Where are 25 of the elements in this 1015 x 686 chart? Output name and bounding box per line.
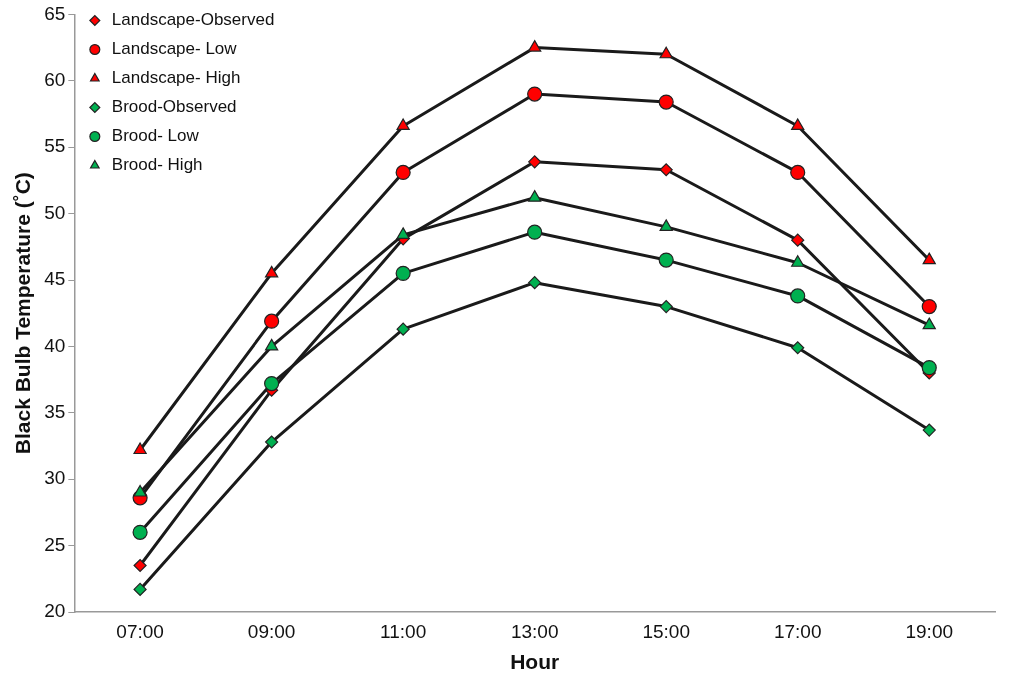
legend-label: Landscape- High (111, 68, 241, 88)
y-tick-label: 65 (44, 2, 66, 24)
legend-label: Brood- High (111, 155, 203, 175)
y-axis-title: Black Bulb Temperature (˚C) (11, 172, 35, 455)
x-tick-label: 13:00 (510, 620, 559, 642)
y-tick-label: 55 (44, 135, 66, 157)
legend-label: Brood-Observed (111, 97, 237, 117)
y-tick-label: 50 (44, 201, 66, 223)
x-tick-label: 11:00 (380, 620, 427, 642)
legend-label: Landscape- Low (111, 39, 238, 59)
y-tick-label: 20 (44, 600, 66, 622)
x-tick-label: 07:00 (116, 620, 164, 642)
legend-label: Brood- Low (111, 126, 200, 146)
y-tick-label: 35 (44, 401, 66, 423)
x-axis-title: Hour (510, 650, 560, 674)
y-tick-label: 60 (44, 69, 66, 91)
y-tick-label: 30 (44, 467, 66, 489)
y-tick-label: 45 (44, 268, 66, 290)
x-tick-label: 19:00 (905, 620, 954, 642)
x-tick-label: 17:00 (773, 620, 822, 642)
x-tick-label: 15:00 (642, 620, 690, 642)
x-tick-label: 09:00 (247, 620, 296, 642)
y-tick-label: 40 (44, 334, 66, 356)
y-tick-label: 25 (44, 533, 66, 555)
legend-label: Landscape-Observed (111, 10, 275, 30)
